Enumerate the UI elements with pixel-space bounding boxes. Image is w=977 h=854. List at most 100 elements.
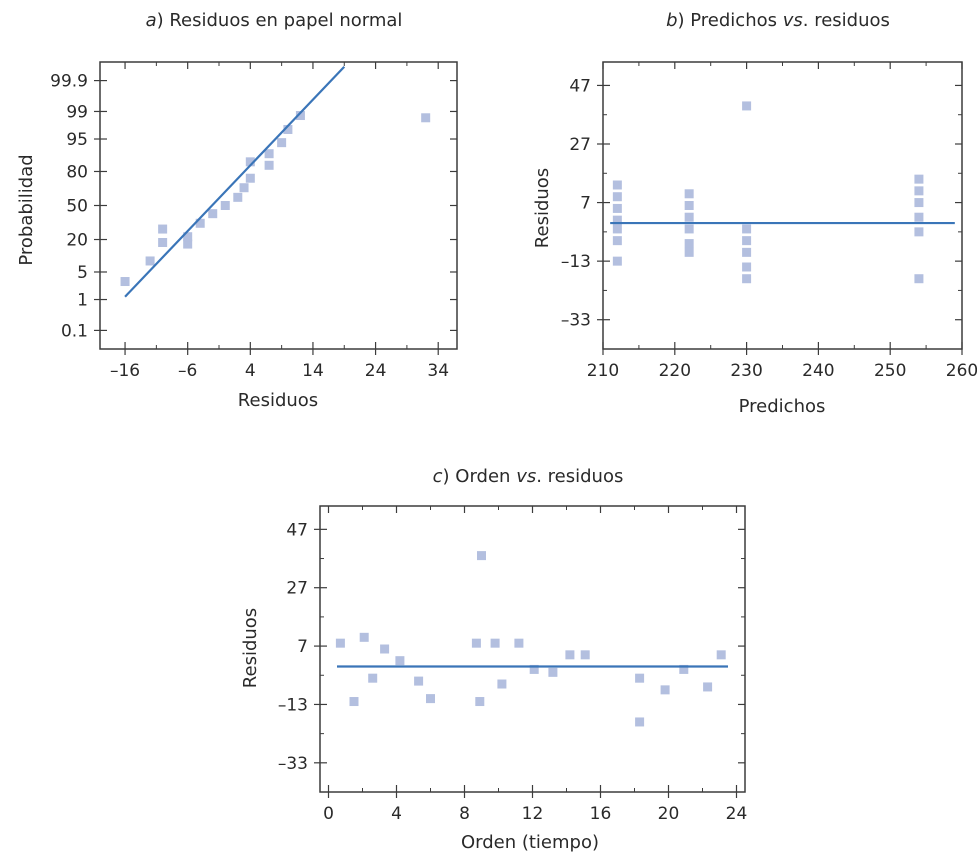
x-tick-label: 16 [590, 804, 612, 824]
x-tick-label: –6 [178, 361, 197, 381]
y-tick-label: 27 [286, 579, 308, 599]
y-tick-label: 5 [77, 263, 88, 283]
y-tick-label: 47 [286, 520, 308, 540]
data-point [245, 157, 255, 167]
data-point [684, 239, 694, 249]
chart-b-x-axis-label: Predichos [739, 396, 826, 417]
data-point [914, 227, 924, 237]
y-tick-label: 95 [66, 130, 88, 150]
chart-b-y-axis-label: Residuos [532, 168, 553, 248]
data-point [684, 189, 694, 199]
x-tick-label: 240 [802, 361, 834, 381]
x-tick-label: 4 [245, 361, 256, 381]
data-point [239, 183, 249, 193]
data-point [660, 685, 670, 695]
data-point [477, 551, 486, 561]
x-tick-label: 220 [659, 361, 691, 381]
x-tick-label: 20 [658, 804, 680, 824]
data-point [612, 203, 622, 213]
chart-b-title: b) Predichos vs. residuos [666, 10, 890, 31]
data-point [195, 218, 205, 228]
chart-b-y-tick-labels: –33 –13 7 27 47 [561, 76, 591, 330]
data-point [395, 656, 405, 666]
y-tick-label: –33 [561, 311, 591, 331]
data-point [529, 664, 539, 674]
data-point [703, 682, 713, 692]
y-tick-label: 99 [66, 102, 88, 122]
x-tick-label: 14 [302, 361, 324, 381]
x-tick-label: 260 [946, 361, 977, 381]
y-tick-label: 1 [77, 291, 88, 311]
data-point [490, 638, 500, 648]
chart-a-x-tick-labels: –16 –6 4 14 24 34 [110, 361, 449, 381]
data-point [158, 224, 168, 234]
chart-c-y-tick-labels: –33 –13 7 27 47 [278, 520, 308, 773]
data-point [548, 667, 558, 677]
data-point [208, 209, 218, 219]
data-point [220, 201, 230, 210]
y-tick-label: 20 [66, 231, 88, 251]
data-point [295, 111, 305, 121]
data-point [497, 679, 507, 689]
data-point [612, 180, 622, 190]
data-point [612, 256, 622, 266]
x-tick-label: –16 [110, 361, 140, 381]
data-point [359, 632, 369, 642]
x-tick-label: 210 [587, 361, 619, 381]
data-point [684, 212, 694, 222]
y-tick-label: –13 [278, 695, 308, 715]
chart-c-title: c) Orden vs. residuos [433, 466, 624, 487]
y-tick-label: 47 [569, 76, 591, 96]
chart-b-x-tick-labels: 210 220 230 240 250 260 [587, 361, 977, 381]
data-point [914, 212, 924, 222]
data-point [635, 673, 645, 683]
y-tick-label: 99.9 [50, 72, 88, 92]
data-point [742, 247, 752, 257]
data-point [612, 236, 622, 246]
data-point [183, 232, 193, 242]
data-point [233, 192, 243, 202]
x-tick-label: 24 [365, 361, 387, 381]
x-tick-label: 8 [459, 804, 470, 824]
fit-line [124, 66, 346, 298]
data-point [684, 224, 694, 234]
data-point [283, 124, 293, 134]
chart-b-points [612, 101, 924, 284]
data-point [475, 697, 485, 707]
chart-b-frame [602, 61, 963, 350]
data-point [183, 239, 193, 249]
x-tick-label: 24 [726, 804, 748, 824]
data-point [158, 238, 168, 248]
chart-a-y-tick-labels: 0.1 1 5 20 50 80 95 99 99.9 [50, 72, 88, 342]
data-point [742, 224, 752, 234]
data-point [742, 262, 752, 272]
data-point [380, 644, 390, 654]
data-point [914, 186, 924, 196]
data-point [368, 673, 378, 683]
chart-a-x-axis-label: Residuos [238, 390, 318, 411]
chart-c-ticks [314, 506, 745, 798]
data-point [580, 650, 590, 660]
chart-c-x-tick-labels: 0 4 8 12 16 20 24 [323, 804, 747, 824]
data-point [612, 215, 622, 225]
y-tick-label: 7 [297, 637, 308, 657]
data-point [612, 224, 622, 234]
data-point [264, 149, 274, 159]
data-point [742, 101, 752, 111]
data-point [426, 694, 435, 704]
chart-a-points [120, 111, 431, 287]
data-point [742, 236, 752, 246]
y-tick-label: –33 [278, 754, 308, 774]
chart-c-x-axis-label: Orden (tiempo) [461, 832, 599, 853]
chart-c-points [335, 551, 726, 727]
x-tick-label: 12 [522, 804, 544, 824]
data-point [277, 138, 287, 148]
data-point [565, 650, 575, 660]
data-point [264, 160, 274, 170]
chart-a-ticks [94, 62, 457, 355]
x-tick-label: 4 [391, 804, 402, 824]
x-tick-label: 230 [730, 361, 762, 381]
chart-a-frame [99, 61, 458, 350]
data-point [742, 274, 752, 284]
